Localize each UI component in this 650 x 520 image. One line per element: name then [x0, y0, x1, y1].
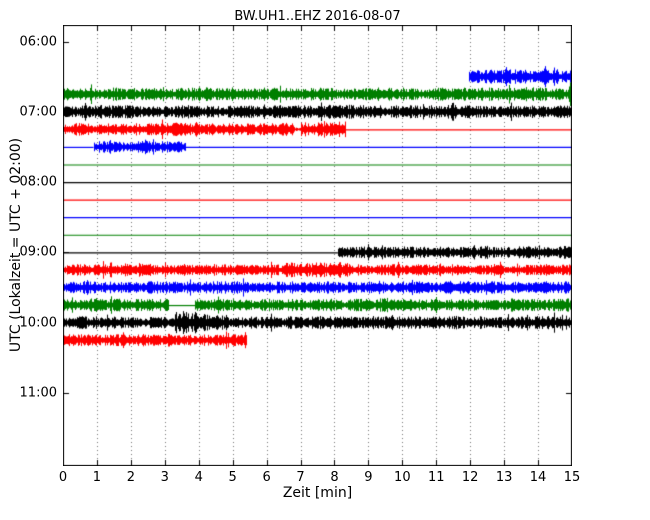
x-tick-label: 9: [364, 470, 373, 485]
x-tick-label: 7: [296, 470, 305, 485]
x-tick-label: 2: [126, 470, 135, 485]
y-tick-label: 07:00: [19, 104, 57, 120]
x-tick-label: 14: [529, 470, 547, 485]
y-tick-label: 09:00: [19, 244, 57, 260]
x-tick-label: 12: [461, 470, 479, 485]
chart-title: BW.UH1..EHZ 2016-08-07: [234, 9, 401, 24]
x-tick-label: 13: [495, 470, 513, 485]
x-tick-label: 0: [58, 470, 68, 485]
x-tick-label: 15: [563, 470, 581, 485]
x-axis-label: Zeit [min]: [282, 485, 353, 501]
x-tick-label: 5: [228, 470, 237, 485]
y-tick-label: 11:00: [19, 385, 57, 401]
x-tick-label: 6: [262, 470, 271, 485]
y-tick-label: 10:00: [19, 315, 57, 331]
x-tick-label: 8: [330, 470, 339, 485]
x-tick-label: 1: [92, 470, 102, 485]
plot-area: [63, 25, 572, 466]
x-tick-label: 4: [194, 470, 203, 485]
seismogram-canvas: [63, 25, 572, 466]
y-tick-label: 06:00: [19, 34, 57, 49]
x-tick-label: 3: [160, 470, 169, 485]
x-tick-label: 11: [427, 470, 445, 485]
x-tick-label: 10: [394, 470, 411, 485]
y-tick-label: 08:00: [19, 174, 57, 190]
